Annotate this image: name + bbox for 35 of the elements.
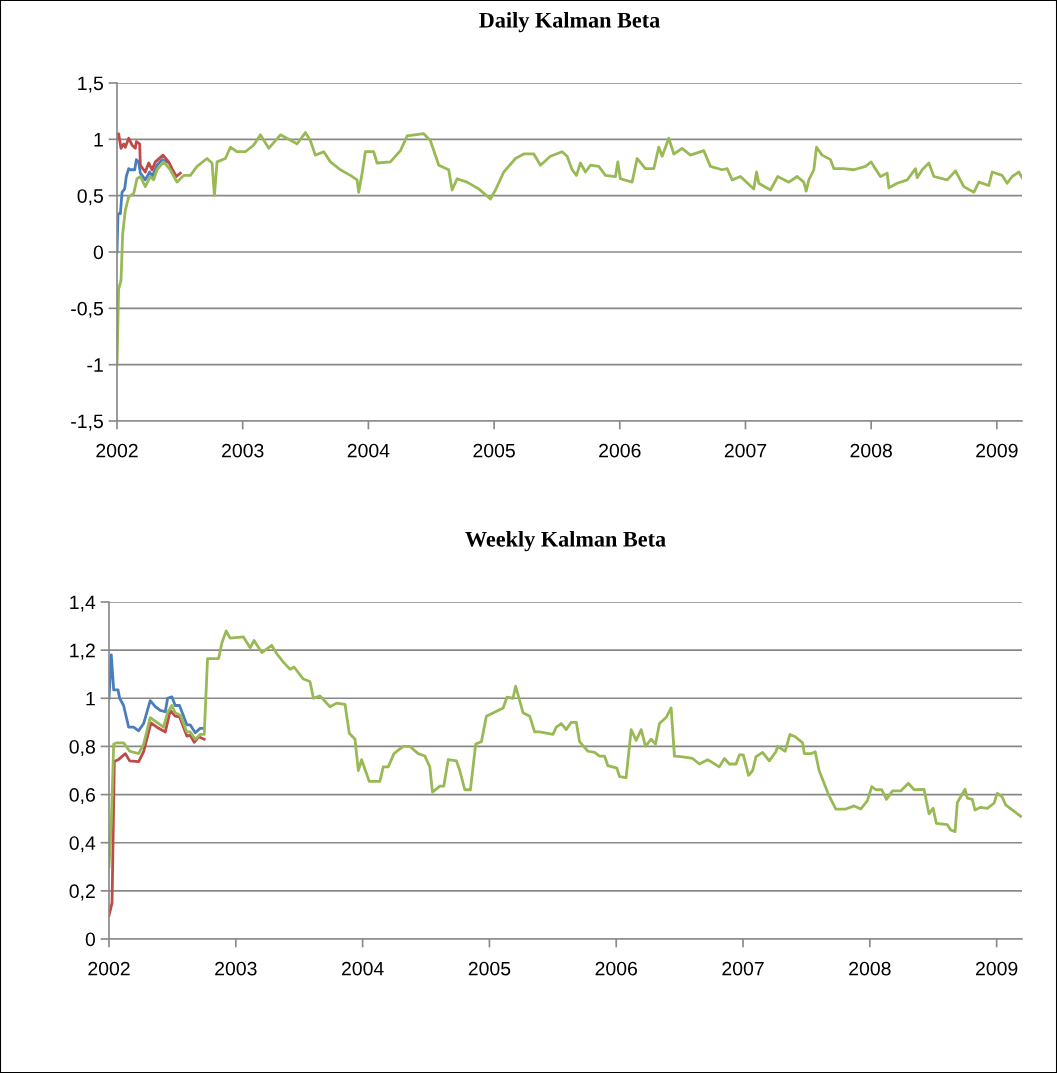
- x-tick-label: 2006: [599, 443, 641, 458]
- y-tick-label: 1: [86, 691, 95, 706]
- line-series: [109, 653, 205, 735]
- x-tick-label: 2005: [468, 961, 511, 976]
- y-tick-label: 0,8: [69, 739, 95, 756]
- line-series: [117, 132, 182, 178]
- x-tick-label: 2007: [724, 443, 767, 458]
- y-tick-label: 1,4: [70, 595, 96, 612]
- y-tick-label: 0,4: [69, 836, 96, 853]
- y-tick-label: 1,5: [78, 76, 103, 93]
- y-tick-label: 1,2: [70, 643, 95, 660]
- x-tick-label: 2006: [595, 961, 637, 976]
- x-tick-label: 2009: [975, 961, 1018, 976]
- x-tick-label: 2002: [88, 961, 130, 976]
- x-tick-label: 2008: [850, 443, 892, 458]
- y-tick-label: -0,5: [71, 301, 103, 318]
- y-tick-label: 0,5: [77, 189, 103, 206]
- y-tick-label: -1: [87, 358, 103, 372]
- chart-title: Weekly Kalman Beta: [465, 531, 666, 552]
- y-tick-label: 1: [94, 133, 103, 147]
- x-tick-label: 2004: [347, 443, 390, 458]
- x-tick-label: 2005: [473, 443, 515, 458]
- x-tick-label: 2007: [722, 961, 764, 976]
- y-tick-label: 0: [93, 245, 104, 260]
- x-tick-label: 2003: [215, 961, 257, 976]
- y-tick-label: 0,2: [69, 884, 95, 901]
- x-tick-label: 2004: [341, 961, 384, 976]
- y-tick-label: 0,6: [69, 788, 95, 805]
- x-tick-label: 2009: [976, 443, 1018, 458]
- y-tick-label: -1,5: [71, 414, 103, 431]
- x-tick-label: 2002: [96, 443, 138, 458]
- y-tick-label: 0: [85, 932, 96, 947]
- x-tick-label: 2008: [849, 961, 891, 976]
- chart-title: Daily Kalman Beta: [479, 12, 660, 33]
- x-tick-label: 2003: [222, 443, 264, 458]
